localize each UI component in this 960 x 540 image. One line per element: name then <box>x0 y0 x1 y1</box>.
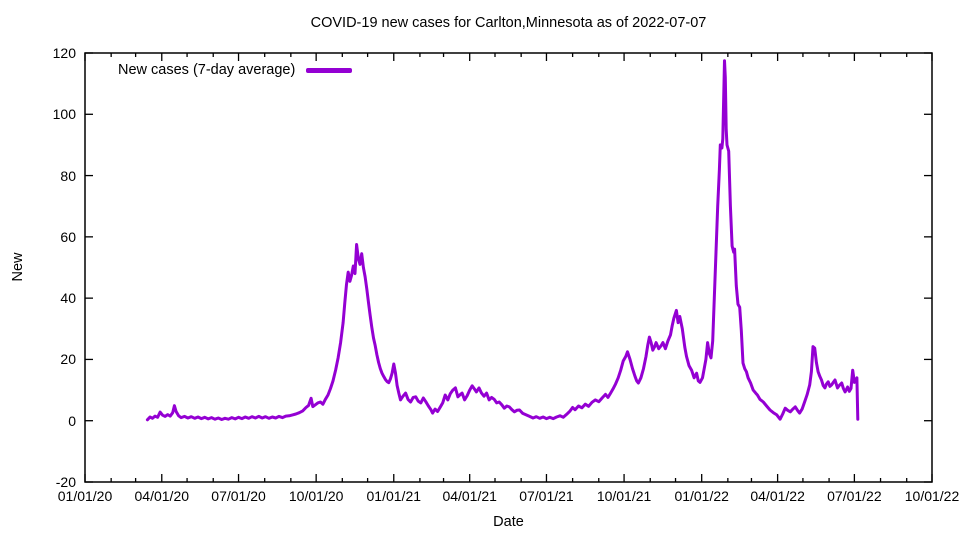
x-tick-label: 01/01/21 <box>366 488 422 504</box>
x-tick-label: 04/01/20 <box>134 488 190 504</box>
y-tick-label: 100 <box>52 106 76 123</box>
chart-title: COVID-19 new cases for Carlton,Minnesota… <box>310 15 707 31</box>
series-line <box>145 59 860 422</box>
legend-label: New cases (7-day average) <box>118 62 296 78</box>
x-tick-label: 04/01/22 <box>750 488 805 504</box>
y-tick-label: 0 <box>68 412 76 429</box>
y-tick-label: 20 <box>60 351 76 368</box>
y-tick-label: 60 <box>60 228 76 245</box>
x-tick-label: 01/01/22 <box>674 488 729 504</box>
y-tick-label: -20 <box>55 474 76 490</box>
x-tick-label: 10/01/22 <box>904 488 960 504</box>
y-tick-label: 80 <box>60 167 76 184</box>
x-tick-label: 10/01/20 <box>288 488 344 504</box>
x-tick-label: 04/01/21 <box>442 488 497 504</box>
x-axis-label: Date <box>493 514 524 530</box>
x-tick-label: 07/01/22 <box>827 488 882 504</box>
x-tick-label: 10/01/21 <box>596 488 652 504</box>
legend: New cases (7-day average) <box>118 62 353 78</box>
plot-border <box>84 52 933 483</box>
y-tick-label: 120 <box>52 45 76 61</box>
x-tick-label: 07/01/20 <box>211 488 266 504</box>
x-tick-label: 01/01/20 <box>57 488 113 504</box>
legend-line-swatch <box>306 67 353 73</box>
x-tick-label: 07/01/21 <box>519 488 574 504</box>
y-tick-label: 40 <box>60 290 76 307</box>
